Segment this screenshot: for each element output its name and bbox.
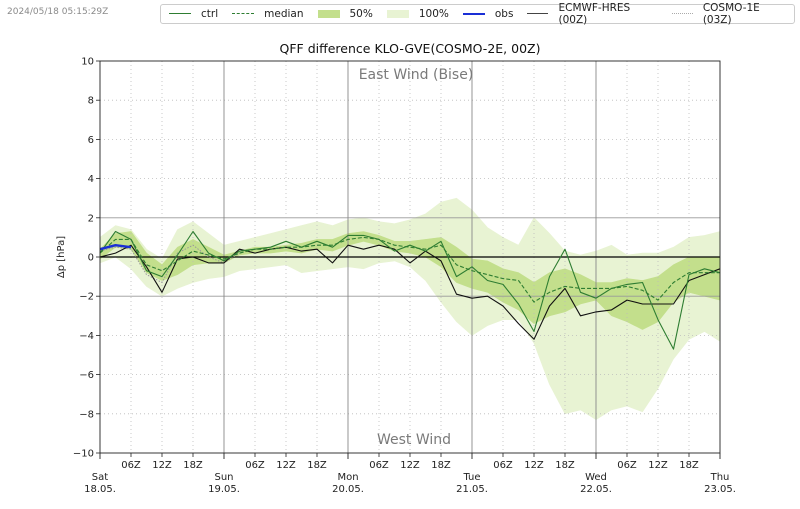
series-obs [99, 244, 132, 251]
x-tick-label: 18Z [431, 460, 451, 471]
legend-swatch [671, 9, 693, 19]
x-tick-label: 06Z [245, 460, 265, 471]
series-cosmo-1e [99, 244, 240, 283]
legend-swatch [317, 9, 340, 19]
x-date-label: 18.05. [84, 484, 116, 495]
legend-swatch [386, 9, 409, 19]
legend-swatch [169, 9, 191, 19]
y-tick-label: −6 [79, 370, 94, 381]
legend-item-median: median [232, 8, 304, 20]
legend: ctrl median 50% 100% obs ECMWF-HRES (00Z) COSM… [160, 2, 795, 26]
x-tick-label: 12Z [152, 460, 172, 471]
y-tick-label: −2 [79, 292, 94, 303]
legend-label: median [264, 8, 304, 20]
legend-label: 100% [418, 8, 449, 20]
x-tick-label: 06Z [121, 460, 141, 471]
legend-swatch [527, 9, 549, 19]
y-tick-label: 2 [88, 213, 94, 224]
y-tick-label: 8 [88, 96, 94, 107]
x-tick-label: 18Z [555, 460, 575, 471]
series-median [99, 236, 720, 303]
x-tick-label: 12Z [648, 460, 668, 471]
y-tick-label: 4 [88, 174, 94, 185]
series-ctrl [99, 230, 721, 350]
x-tick-label: 12Z [400, 460, 420, 471]
x-tick-label: 18Z [679, 460, 699, 471]
y-axis-label: Δp [hPa] [56, 236, 67, 278]
annotation-west-wind: West Wind [377, 432, 451, 448]
y-tick-label: 6 [88, 135, 94, 146]
x-day-label: Thu [710, 472, 730, 483]
legend-swatch [232, 9, 255, 19]
legend-item-50: 50% [317, 8, 373, 20]
x-date-label: 19.05. [208, 484, 240, 495]
x-date-label: 20.05. [332, 484, 364, 495]
x-tick-label: 06Z [369, 460, 389, 471]
x-tick-label: 12Z [276, 460, 296, 471]
legend-swatch [462, 9, 485, 19]
timestamp: 2024/05/18 05:15:29Z [7, 7, 109, 17]
x-day-label: Tue [462, 472, 480, 483]
legend-label: obs [494, 8, 514, 20]
legend-item-ctrl: ctrl [169, 8, 218, 20]
legend-item-ecmwf-hres-00z: ECMWF-HRES (00Z) [527, 2, 657, 26]
x-tick-label: 18Z [183, 460, 203, 471]
legend-label: ctrl [201, 8, 219, 20]
y-tick-label: −4 [79, 331, 94, 342]
x-tick-label: 06Z [617, 460, 637, 471]
legend-item-100: 100% [386, 8, 449, 20]
x-day-label: Sun [214, 472, 233, 483]
legend-item-cosmo-1e-03z: COSMO-1E (03Z) [671, 2, 788, 26]
legend-item-obs: obs [462, 8, 514, 20]
chart-title: QFF difference KLO-GVE(COSMO-2E, 00Z) [280, 41, 541, 56]
x-tick-label: 18Z [307, 460, 327, 471]
legend-label: ECMWF-HRES (00Z) [558, 2, 631, 26]
x-day-label: Wed [585, 472, 607, 483]
y-tick-label: 10 [81, 57, 94, 68]
x-date-label: 21.05. [456, 484, 488, 495]
y-tick-label: −10 [73, 449, 94, 460]
x-day-label: Mon [337, 472, 358, 483]
series-ecmwf-hres [99, 244, 721, 340]
legend-label: 50% [349, 8, 373, 20]
y-tick-label: −8 [79, 409, 94, 420]
x-tick-label: 06Z [493, 460, 513, 471]
x-date-label: 22.05. [580, 484, 612, 495]
x-date-label: 23.05. [704, 484, 736, 495]
annotation-east-wind: East Wind (Bise) [359, 67, 474, 83]
x-tick-label: 12Z [524, 460, 544, 471]
y-tick-label: 0 [88, 253, 94, 264]
legend-label: COSMO-1E (03Z) [702, 2, 760, 26]
x-day-label: Sat [92, 472, 108, 483]
